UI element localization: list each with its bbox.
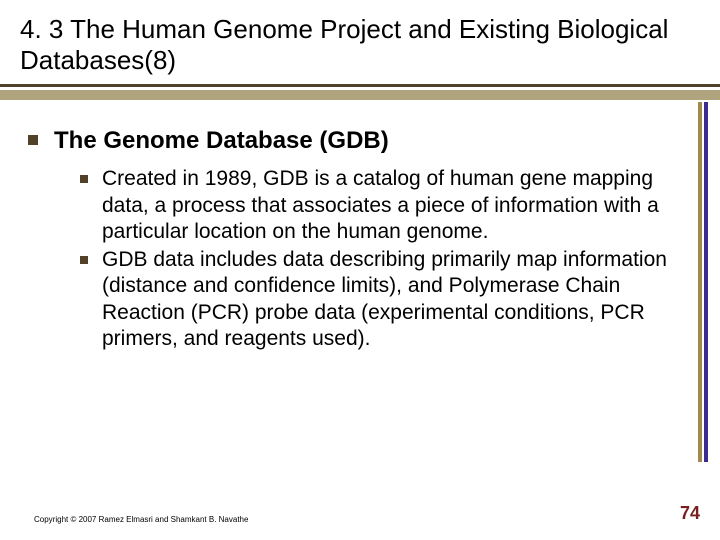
square-bullet-icon	[28, 135, 38, 145]
title-divider	[0, 84, 720, 102]
title-region: 4. 3 The Human Genome Project and Existi…	[0, 0, 720, 84]
sublist: Created in 1989, GDB is a catalog of hum…	[28, 166, 686, 352]
level1-heading: The Genome Database (GDB)	[54, 126, 389, 156]
list-item: GDB data includes data describing primar…	[80, 247, 686, 352]
accent-stripe-blue	[704, 102, 708, 462]
copyright-text: Copyright © 2007 Ramez Elmasri and Shamk…	[34, 515, 248, 524]
side-stripes	[696, 102, 720, 462]
body-content: The Genome Database (GDB) Created in 198…	[0, 102, 720, 352]
square-bullet-icon	[80, 256, 88, 264]
level2-text: Created in 1989, GDB is a catalog of hum…	[102, 166, 686, 245]
square-bullet-icon	[80, 175, 88, 183]
divider-band	[0, 90, 720, 100]
slide: 4. 3 The Human Genome Project and Existi…	[0, 0, 720, 540]
slide-title: 4. 3 The Human Genome Project and Existi…	[20, 14, 700, 76]
list-item: Created in 1989, GDB is a catalog of hum…	[80, 166, 686, 245]
page-number: 74	[680, 503, 700, 524]
level2-text: GDB data includes data describing primar…	[102, 247, 686, 352]
footer: Copyright © 2007 Ramez Elmasri and Shamk…	[34, 503, 700, 524]
list-item: The Genome Database (GDB)	[28, 126, 686, 156]
content-region: The Genome Database (GDB) Created in 198…	[0, 102, 720, 462]
accent-stripe-gold	[698, 102, 702, 462]
